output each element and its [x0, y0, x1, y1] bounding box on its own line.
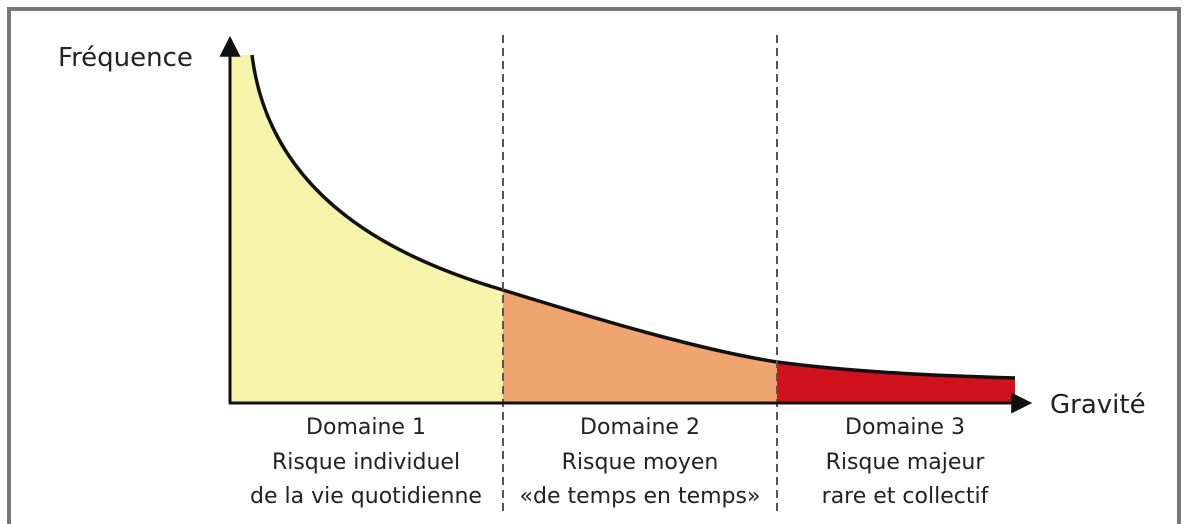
domain-2-area	[503, 290, 777, 403]
domain-label: de la vie quotidienne	[250, 484, 482, 509]
domain-label: Domaine 2	[580, 415, 700, 440]
domain-labels: Domaine 1 Risque individuel de la vie quot…	[250, 415, 990, 509]
x-axis-label: Gravité	[1050, 390, 1146, 420]
frame	[7, 7, 1181, 524]
areas	[230, 55, 1015, 403]
domain-3-area	[777, 362, 1015, 403]
domain-label: Risque individuel	[272, 450, 460, 475]
domain-label: Risque moyen	[562, 450, 719, 475]
domain-label: Domaine 1	[306, 415, 426, 440]
curve	[250, 54, 1016, 380]
domain-label: rare et collectif	[822, 484, 990, 509]
domain-1-area	[230, 55, 503, 403]
domain-label: «de temps en temps»	[520, 484, 761, 509]
domain-label: Domaine 3	[845, 415, 965, 440]
domain-label: Risque majeur	[826, 450, 986, 475]
y-axis-label: Fréquence	[58, 43, 193, 73]
